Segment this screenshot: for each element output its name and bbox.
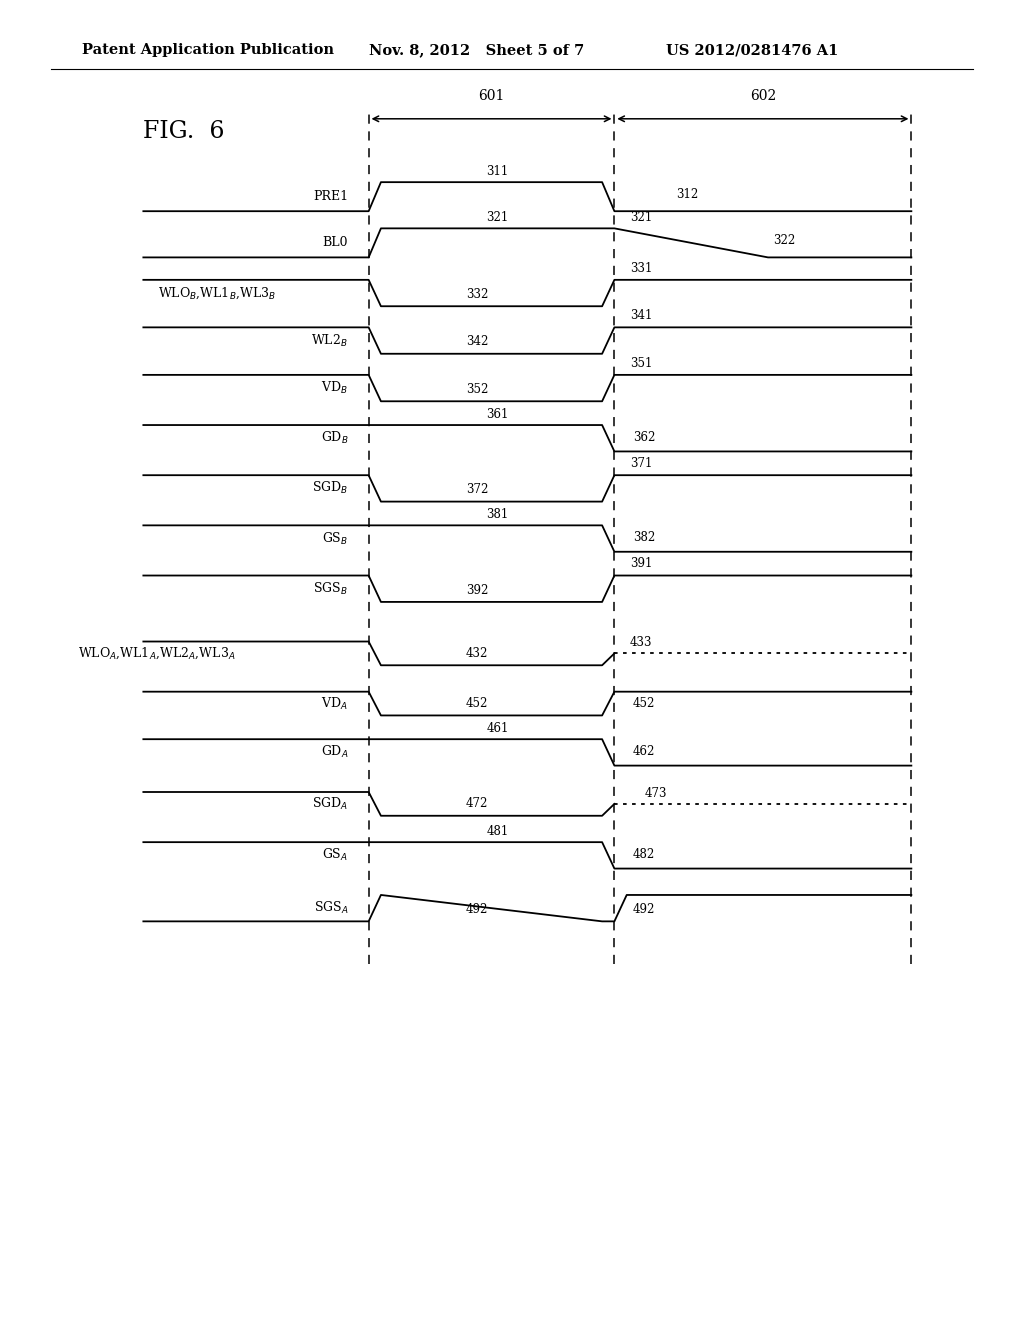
Text: 391: 391: [630, 557, 652, 570]
Text: 452: 452: [633, 697, 655, 710]
Text: 381: 381: [486, 508, 509, 521]
Text: 331: 331: [630, 261, 652, 275]
Text: 452: 452: [466, 697, 488, 710]
Text: 472: 472: [466, 797, 488, 810]
Text: 332: 332: [466, 288, 488, 301]
Text: 362: 362: [633, 430, 655, 444]
Text: 433: 433: [630, 636, 652, 649]
Text: SGS$_B$: SGS$_B$: [313, 581, 348, 597]
Text: 602: 602: [750, 88, 776, 103]
Text: 371: 371: [630, 457, 652, 470]
Text: 392: 392: [466, 583, 488, 597]
Text: 321: 321: [486, 211, 509, 224]
Text: 361: 361: [486, 408, 509, 421]
Text: 311: 311: [486, 165, 509, 178]
Text: 322: 322: [773, 234, 796, 247]
Text: 492: 492: [466, 903, 488, 916]
Text: 482: 482: [633, 847, 655, 861]
Text: GD$_B$: GD$_B$: [321, 430, 348, 446]
Text: Nov. 8, 2012   Sheet 5 of 7: Nov. 8, 2012 Sheet 5 of 7: [369, 44, 584, 57]
Text: WL2$_B$: WL2$_B$: [311, 333, 348, 348]
Text: FIG.  6: FIG. 6: [143, 120, 225, 144]
Text: BL0: BL0: [323, 236, 348, 249]
Text: 492: 492: [633, 903, 655, 916]
Text: US 2012/0281476 A1: US 2012/0281476 A1: [666, 44, 838, 57]
Text: 481: 481: [486, 825, 509, 838]
Text: 473: 473: [645, 787, 668, 800]
Text: 351: 351: [630, 356, 652, 370]
Text: 312: 312: [676, 187, 698, 201]
Text: 382: 382: [633, 531, 655, 544]
Text: WLO$_A$,WL1$_A$,WL2$_A$,WL3$_A$: WLO$_A$,WL1$_A$,WL2$_A$,WL3$_A$: [78, 645, 236, 661]
Text: GS$_A$: GS$_A$: [323, 847, 348, 863]
Text: SGD$_A$: SGD$_A$: [312, 796, 348, 812]
Text: GS$_B$: GS$_B$: [322, 531, 348, 546]
Text: VD$_A$: VD$_A$: [322, 696, 348, 711]
Text: GD$_A$: GD$_A$: [321, 744, 348, 760]
Text: SGS$_A$: SGS$_A$: [313, 900, 348, 916]
Text: PRE1: PRE1: [313, 190, 348, 203]
Text: 352: 352: [466, 383, 488, 396]
Text: 432: 432: [466, 647, 488, 660]
Text: 461: 461: [486, 722, 509, 735]
Text: 601: 601: [478, 88, 505, 103]
Text: WLO$_B$,WL1$_B$,WL3$_B$: WLO$_B$,WL1$_B$,WL3$_B$: [159, 285, 276, 301]
Text: 341: 341: [630, 309, 652, 322]
Text: 462: 462: [633, 744, 655, 758]
Text: 372: 372: [466, 483, 488, 496]
Text: 342: 342: [466, 335, 488, 348]
Text: VD$_B$: VD$_B$: [322, 380, 348, 396]
Text: Patent Application Publication: Patent Application Publication: [82, 44, 334, 57]
Text: 321: 321: [630, 211, 652, 224]
Text: SGD$_B$: SGD$_B$: [312, 480, 348, 496]
